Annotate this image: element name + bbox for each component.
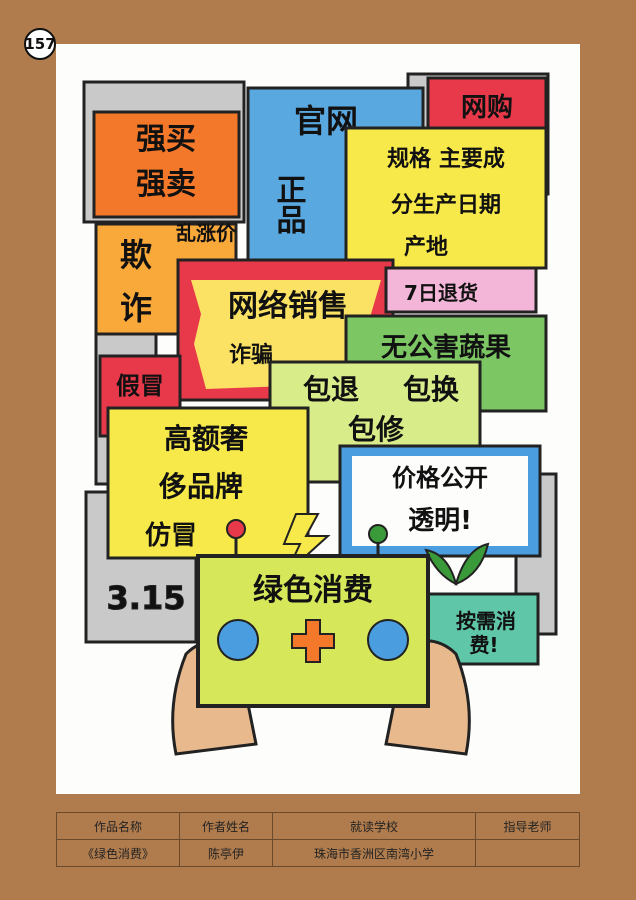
value-title: 《绿色消费》 <box>56 839 180 867</box>
info-table: 作品名称 作者姓名 就读学校 指导老师 《绿色消费》 陈亭伊 珠海市香洲区南湾小… <box>56 812 580 867</box>
table-row: 《绿色消费》 陈亭伊 珠海市香洲区南湾小学 <box>56 839 580 867</box>
sign-return-7-days-text: 7日退货 <box>404 281 478 305</box>
sign-random-price: 乱涨价 <box>176 221 237 245</box>
sign-online-shopping-text: 网购 <box>461 93 513 123</box>
artwork-svg: 强买 强卖 官网 正品 网购 规格 主要成 分生产日期 产地 乱涨价 欺 诈 网… <box>82 72 558 756</box>
header-author: 作者姓名 <box>179 812 273 840</box>
sprout-leaf-icon <box>454 542 490 586</box>
sign-price-open-line2: 透明! <box>408 506 472 536</box>
controller-title: 绿色消费 <box>253 573 373 608</box>
value-teacher <box>475 839 580 867</box>
date-315: 3.15 <box>107 579 186 617</box>
sign-scam-text: 诈骗 <box>229 342 273 368</box>
sign-luxury-line2: 侈品牌 <box>159 470 243 503</box>
sign-specs-line3: 产地 <box>404 235 448 260</box>
sign-luxury <box>106 406 310 560</box>
artwork-drawing: 强买 强卖 官网 正品 网购 规格 主要成 分生产日期 产地 乱涨价 欺 诈 网… <box>56 44 580 794</box>
sign-specs <box>344 126 548 270</box>
value-author: 陈亭伊 <box>179 839 273 867</box>
header-teacher: 指导老师 <box>475 812 580 840</box>
sign-fraud-line2: 诈 <box>120 289 152 327</box>
controller-left-button <box>217 619 259 661</box>
header-school: 就读学校 <box>272 812 476 840</box>
sign-pollution-free-text: 无公害蔬果 <box>381 332 511 363</box>
controller-right-button <box>367 619 409 661</box>
sign-fake-text: 假冒 <box>116 372 164 400</box>
sign-price-open-line1: 价格公开 <box>392 464 488 492</box>
sign-specs-line2: 分生产日期 <box>391 193 501 218</box>
sign-force-buy-line2: 强卖 <box>136 167 196 202</box>
value-school: 珠海市香洲区南湾小学 <box>272 839 476 867</box>
sign-luxury-line3: 仿冒 <box>145 520 197 551</box>
controller-green-knob <box>368 524 388 544</box>
sign-online-shopping <box>426 76 548 135</box>
sign-warranty-line2: 包换 <box>403 373 460 406</box>
sign-warranty-line1: 包退 <box>303 373 359 406</box>
sign-online-sales-text: 网络销售 <box>228 289 348 324</box>
sign-force-buy-line1: 强买 <box>136 122 196 157</box>
page-number: 157 <box>24 28 56 60</box>
dpad-icon <box>291 619 335 663</box>
sign-return-7-days <box>384 266 538 314</box>
sign-consume-on-demand-line2: 费! <box>469 633 498 657</box>
sign-warranty-line3: 包修 <box>348 413 405 446</box>
sign-fraud-line1: 欺 <box>120 236 152 274</box>
sign-force-buy <box>92 110 241 219</box>
controller-red-knob <box>226 519 246 539</box>
table-header-row: 作品名称 作者姓名 就读学校 指导老师 <box>56 812 580 840</box>
sign-luxury-line1: 高额奢 <box>164 422 249 455</box>
sign-specs-line1: 规格 主要成 <box>387 146 505 172</box>
header-title: 作品名称 <box>56 812 180 840</box>
sprout-leaf-icon <box>424 548 458 586</box>
sign-official-line2: 正品 <box>271 174 306 234</box>
sign-consume-on-demand-line1: 按需消 <box>456 609 516 633</box>
